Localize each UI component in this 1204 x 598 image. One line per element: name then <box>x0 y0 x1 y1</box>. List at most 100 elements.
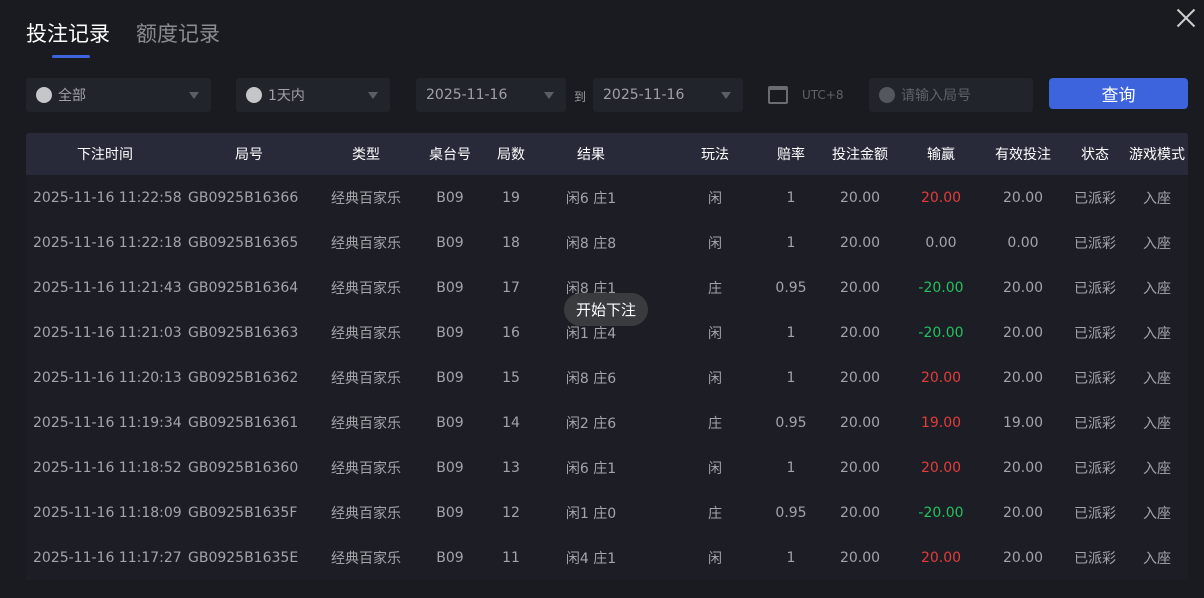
cell: 20.00 <box>1002 504 1044 521</box>
query-button[interactable]: 查询 <box>1049 78 1188 109</box>
cell: 已派彩 <box>1074 415 1116 432</box>
cell: GB0925B16360 <box>188 459 299 476</box>
cell: 20.00 <box>1002 549 1044 566</box>
cell: 20.00 <box>920 459 962 476</box>
cell: 入座 <box>1143 415 1171 432</box>
round-search-placeholder: 请输入局号 <box>901 88 971 104</box>
cell: 入座 <box>1143 505 1171 522</box>
cell: 19 <box>502 189 520 206</box>
column-header: 有效投注 <box>995 147 1051 163</box>
chevron-down-icon <box>189 92 199 99</box>
cell: 16 <box>502 324 520 341</box>
cell: 19.00 <box>920 414 962 431</box>
cell: 20.00 <box>920 369 962 386</box>
cell: 闲 <box>708 190 722 207</box>
cell: 20.00 <box>839 324 881 341</box>
cell: 已派彩 <box>1074 235 1116 252</box>
cell: 闲 <box>708 460 722 477</box>
period-select-value: 1天内 <box>268 88 305 104</box>
cell: 2025-11-16 11:18:52 <box>33 459 182 476</box>
cell: 闲6 庄1 <box>565 460 617 477</box>
cell: 入座 <box>1143 550 1171 567</box>
cell: 庄 <box>708 280 722 297</box>
cell: GB0925B16365 <box>188 234 299 251</box>
cell: B09 <box>436 279 464 296</box>
cell: 闲 <box>708 550 722 567</box>
cell: 已派彩 <box>1074 325 1116 342</box>
cell: 20.00 <box>1002 459 1044 476</box>
table-row: 2025-11-16 11:18:09 GB0925B1635F 经典百家乐 B09 1… <box>26 490 1188 535</box>
date-to-value: 2025-11-16 <box>603 87 685 103</box>
cell: 已派彩 <box>1074 505 1116 522</box>
cell: B09 <box>436 549 464 566</box>
toast-message: 开始下注 <box>564 293 649 326</box>
cell: 19.00 <box>1002 414 1044 431</box>
column-header: 局号 <box>235 147 263 163</box>
cell: 庄 <box>708 415 722 432</box>
period-select[interactable]: 1天内 <box>236 78 390 112</box>
cell: 11 <box>502 549 520 566</box>
cell: 2025-11-16 11:17:27 <box>33 549 182 566</box>
cell: 庄 <box>708 505 722 522</box>
cell: B09 <box>436 189 464 206</box>
cell: GB0925B16364 <box>188 279 299 296</box>
cell: 20.00 <box>839 549 881 566</box>
date-from-select[interactable]: 2025-11-16 <box>416 78 566 112</box>
to-label: 到 <box>574 90 587 104</box>
round-search-input[interactable]: 请输入局号 <box>869 78 1033 112</box>
cell: 入座 <box>1143 280 1171 297</box>
table-row: 2025-11-16 11:22:18 GB0925B16365 经典百家乐 B09 1… <box>26 220 1188 265</box>
cell: 17 <box>502 279 520 296</box>
table-row: 2025-11-16 11:17:27 GB0925B1635E 经典百家乐 B09 1… <box>26 535 1188 580</box>
column-header: 结果 <box>577 147 605 163</box>
cell: B09 <box>436 234 464 251</box>
tab-credit-records[interactable]: 额度记录 <box>136 22 220 46</box>
cell: 20.00 <box>839 279 881 296</box>
cell: 1 <box>786 459 796 476</box>
tab-bet-records[interactable]: 投注记录 <box>26 18 110 58</box>
column-header: 输赢 <box>927 147 955 163</box>
cell: 已派彩 <box>1074 550 1116 567</box>
cell: B09 <box>436 324 464 341</box>
cell: 闲1 庄0 <box>565 505 617 522</box>
cell: 闲2 庄6 <box>565 415 617 432</box>
cell: 20.00 <box>839 369 881 386</box>
column-header: 赔率 <box>777 147 805 163</box>
column-header: 类型 <box>352 147 380 163</box>
cell: 经典百家乐 <box>331 280 401 297</box>
close-icon[interactable] <box>1174 6 1198 30</box>
date-from-value: 2025-11-16 <box>426 87 508 103</box>
cell: 经典百家乐 <box>331 235 401 252</box>
chevron-down-icon <box>544 92 554 99</box>
calendar-clock-icon <box>768 86 788 104</box>
cell: 0.00 <box>1007 234 1039 251</box>
cell: 1 <box>786 549 796 566</box>
cell: 闲 <box>708 325 722 342</box>
cell: 闲8 庄6 <box>565 370 617 387</box>
game-select[interactable]: 全部 <box>26 78 211 112</box>
cell: 20.00 <box>839 414 881 431</box>
cell: GB0925B16363 <box>188 324 299 341</box>
cell: -20.00 <box>918 504 964 521</box>
cell: 入座 <box>1143 460 1171 477</box>
cell: 2025-11-16 11:21:43 <box>33 279 182 296</box>
cell: B09 <box>436 504 464 521</box>
cell: 经典百家乐 <box>331 505 401 522</box>
cell: 0.95 <box>775 504 807 521</box>
cell: 14 <box>502 414 520 431</box>
cell: 已派彩 <box>1074 190 1116 207</box>
chevron-down-icon <box>721 92 731 99</box>
cell: -20.00 <box>918 279 964 296</box>
cell: 闲6 庄1 <box>565 190 617 207</box>
cell: 2025-11-16 11:19:34 <box>33 414 182 431</box>
cell: 0.95 <box>775 279 807 296</box>
cell: 2025-11-16 11:18:09 <box>33 504 182 521</box>
timezone-label: UTC+8 <box>802 88 844 102</box>
date-to-select[interactable]: 2025-11-16 <box>593 78 743 112</box>
clock-icon <box>246 87 262 103</box>
cell: 20.00 <box>839 459 881 476</box>
cell: 经典百家乐 <box>331 370 401 387</box>
cell: 20.00 <box>1002 189 1044 206</box>
cell: 经典百家乐 <box>331 415 401 432</box>
cell: 13 <box>502 459 520 476</box>
